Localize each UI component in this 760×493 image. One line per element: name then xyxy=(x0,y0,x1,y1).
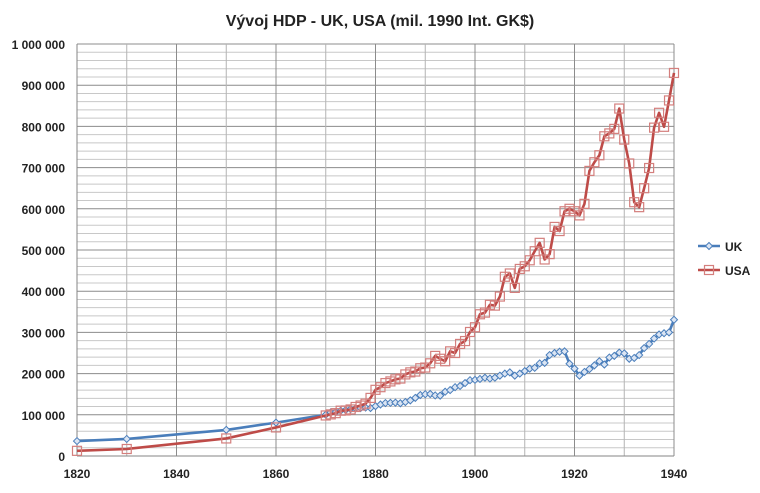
data-point-usa xyxy=(270,422,282,433)
data-point-usa xyxy=(668,67,680,79)
data-point-uk xyxy=(72,436,82,446)
data-point-uk xyxy=(565,359,574,368)
y-tick-label: 500 000 xyxy=(22,244,66,258)
y-tick-label: 400 000 xyxy=(22,285,66,299)
x-tick-label: 1920 xyxy=(561,467,588,481)
data-point-uk xyxy=(540,358,549,368)
data-point-uk xyxy=(460,378,470,388)
data-point-usa xyxy=(221,433,232,444)
data-point-uk xyxy=(585,364,594,374)
data-point-usa xyxy=(71,445,83,456)
data-point-uk xyxy=(664,328,674,337)
data-point-usa xyxy=(634,202,645,213)
x-tick-label: 1880 xyxy=(362,467,389,481)
data-point-uk xyxy=(580,367,589,377)
legend: UK USA xyxy=(698,240,751,278)
data-point-usa xyxy=(614,103,625,114)
data-point-uk xyxy=(570,364,579,373)
data-point-uk xyxy=(639,343,649,353)
data-point-usa xyxy=(619,134,630,145)
series-uk xyxy=(72,315,679,446)
data-point-uk xyxy=(575,371,584,380)
data-point-usa xyxy=(624,158,635,169)
data-point-uk xyxy=(435,391,445,400)
data-point-uk xyxy=(222,425,231,435)
x-tick-label: 1860 xyxy=(263,467,290,481)
data-point-uk xyxy=(610,351,619,361)
legend-marker xyxy=(704,241,714,251)
data-point-uk xyxy=(649,334,659,343)
series-layer xyxy=(71,67,680,456)
chart-title: Vývoj HDP - UK, USA (mil. 1990 Int. GK$) xyxy=(226,13,535,30)
data-point-usa xyxy=(534,237,545,248)
data-point-uk xyxy=(669,315,679,324)
data-point-uk xyxy=(530,363,539,373)
data-point-usa xyxy=(494,291,505,302)
legend-label: USA xyxy=(725,264,751,278)
data-point-uk xyxy=(590,361,599,370)
data-point-usa xyxy=(574,210,585,221)
y-tick-label: 200 000 xyxy=(22,368,66,382)
data-point-uk xyxy=(445,385,455,395)
grid xyxy=(76,43,675,457)
legend-label: UK xyxy=(725,240,743,254)
y-tick-label: 600 000 xyxy=(22,203,66,217)
data-point-uk xyxy=(391,398,400,407)
x-tick-label: 1840 xyxy=(163,467,190,481)
y-tick-label: 1 000 000 xyxy=(12,38,66,52)
data-point-usa xyxy=(554,225,565,237)
data-point-uk xyxy=(634,350,644,360)
y-tick-label: 700 000 xyxy=(22,162,66,176)
y-tick-label: 100 000 xyxy=(22,409,66,423)
x-tick-label: 1940 xyxy=(661,467,688,481)
data-point-usa xyxy=(594,150,605,161)
data-point-uk xyxy=(644,339,654,349)
data-point-usa xyxy=(579,198,590,209)
data-point-uk xyxy=(505,368,515,377)
data-point-usa xyxy=(440,356,451,367)
data-point-usa xyxy=(663,95,675,106)
data-point-usa xyxy=(653,107,665,118)
data-point-uk xyxy=(560,347,569,356)
data-point-usa xyxy=(609,123,620,134)
data-point-usa xyxy=(639,183,650,194)
data-point-uk xyxy=(122,434,131,444)
data-point-usa xyxy=(121,443,132,455)
data-point-usa xyxy=(504,268,515,279)
x-tick-label: 1820 xyxy=(64,467,91,481)
x-tick-label: 1900 xyxy=(462,467,489,481)
y-tick-label: 800 000 xyxy=(22,120,66,134)
data-point-uk xyxy=(620,349,629,358)
data-point-uk xyxy=(600,360,609,369)
data-point-uk xyxy=(629,353,639,363)
y-axis: 0 100 000 200 000 300 000 400 000 500 000 600 … xyxy=(12,38,66,464)
data-point-uk xyxy=(595,357,604,366)
data-point-usa xyxy=(658,121,670,132)
data-point-usa xyxy=(509,282,520,294)
data-point-usa xyxy=(648,122,660,133)
data-point-usa xyxy=(469,322,481,333)
y-tick-label: 0 xyxy=(58,450,65,464)
data-point-usa xyxy=(644,162,655,174)
series-usa xyxy=(71,67,680,456)
legend-item-uk: UK xyxy=(698,240,743,254)
y-tick-label: 900 000 xyxy=(22,79,66,93)
legend-item-usa: USA xyxy=(698,264,751,278)
y-tick-label: 300 000 xyxy=(22,326,66,340)
legend-marker xyxy=(703,264,715,276)
data-point-uk xyxy=(455,381,465,391)
x-axis: 1820 1840 1860 1880 1900 1920 1940 xyxy=(64,467,688,481)
data-point-uk xyxy=(411,393,420,403)
data-point-usa xyxy=(544,249,555,260)
